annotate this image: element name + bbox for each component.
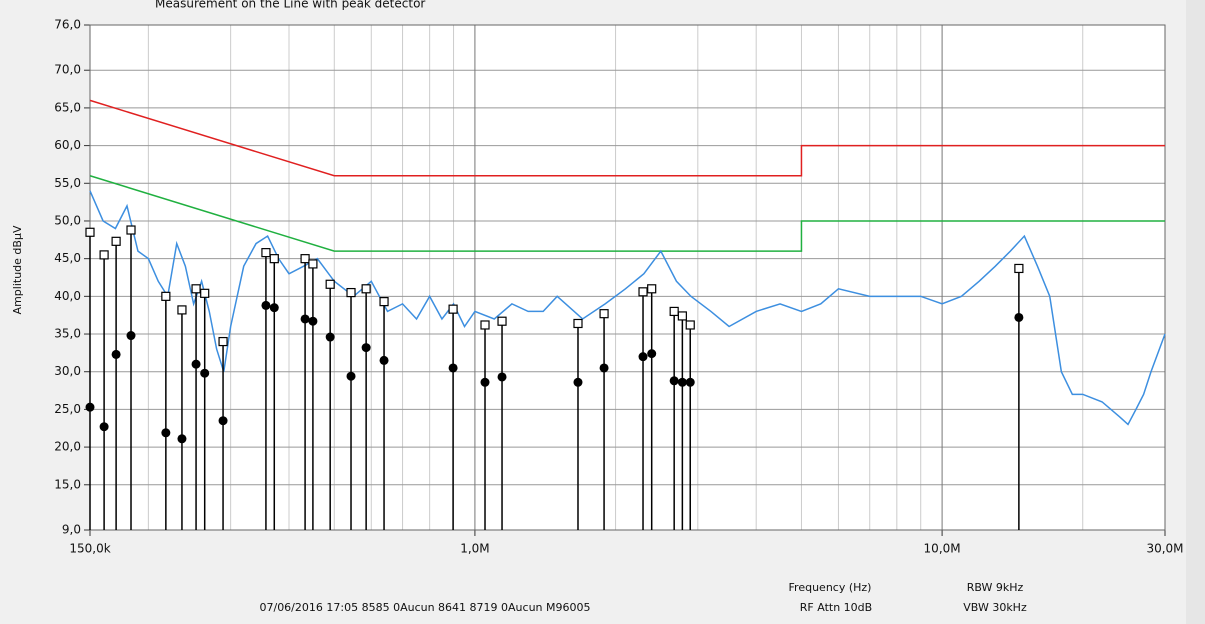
average-marker — [677, 377, 687, 387]
peak-marker — [325, 279, 335, 289]
y-axis-label: Amplitude dBµV — [11, 225, 24, 314]
footer-attn: RF Attn 10dB — [800, 601, 872, 614]
average-marker — [200, 368, 210, 378]
y-tick-label: 65,0 — [54, 100, 81, 114]
footer-rbw: RBW 9kHz — [967, 581, 1024, 594]
average-marker — [448, 363, 458, 373]
series-line — [89, 175, 1165, 252]
y-tick-label: 50,0 — [54, 213, 81, 227]
average-marker — [99, 422, 109, 432]
scrollbar — [1186, 0, 1205, 624]
average-marker — [261, 300, 271, 310]
peak-marker — [361, 284, 371, 294]
average-marker — [308, 316, 318, 326]
peak-marker — [126, 225, 136, 235]
y-tick-label: 60,0 — [54, 138, 81, 152]
average-marker — [191, 359, 201, 369]
x-tick-label: 10,0M — [924, 542, 961, 556]
footer-info: 07/06/2016 17:05 8585 0Aucun 8641 8719 0… — [259, 601, 590, 614]
average-marker — [573, 377, 583, 387]
x-tick-label: 150,0k — [69, 542, 110, 556]
average-marker — [161, 428, 171, 438]
series-line — [89, 99, 1165, 177]
y-tick-label: 20,0 — [54, 440, 81, 454]
average-marker — [325, 332, 335, 342]
peak-marker — [191, 284, 201, 294]
peak-marker — [346, 287, 356, 298]
average-marker — [638, 352, 648, 362]
average-marker — [480, 377, 490, 387]
y-tick-label: 55,0 — [54, 176, 81, 190]
chart-title: Measurement on the Line with peak detect… — [155, 0, 425, 11]
x-axis-label: Frequency (Hz) — [789, 581, 872, 594]
average-marker — [497, 372, 507, 382]
average-marker — [685, 377, 695, 387]
y-tick-label: 40,0 — [54, 289, 81, 303]
y-tick-label: 70,0 — [54, 63, 81, 77]
average-marker — [379, 355, 389, 365]
footer-vbw: VBW 30kHz — [963, 601, 1027, 614]
y-tick-label: 35,0 — [54, 327, 81, 341]
average-marker — [269, 303, 279, 313]
peak-marker — [99, 250, 109, 260]
average-marker — [177, 434, 187, 444]
peak-marker — [599, 309, 609, 319]
x-tick-label: 1,0M — [460, 542, 489, 556]
peak-marker — [200, 288, 210, 298]
peak-marker — [218, 336, 228, 347]
average-marker — [126, 331, 136, 341]
peak-marker — [480, 320, 490, 330]
peak-marker — [497, 316, 507, 326]
peak-marker — [308, 259, 318, 269]
peak-marker — [85, 227, 95, 237]
y-tick-label: 30,0 — [54, 364, 81, 378]
peak-marker — [261, 248, 271, 258]
peak-marker — [647, 284, 657, 294]
peak-marker — [677, 311, 687, 321]
average-marker — [647, 349, 657, 359]
peak-marker — [638, 287, 648, 297]
peak-marker — [1014, 263, 1024, 274]
peak-marker — [177, 305, 187, 315]
peak-marker — [161, 291, 171, 301]
peak-marker — [669, 306, 679, 317]
peak-marker — [448, 304, 458, 314]
average-marker — [346, 371, 356, 381]
y-tick-label: 25,0 — [54, 402, 81, 416]
peak-marker — [300, 254, 310, 264]
y-tick-label: 15,0 — [54, 477, 81, 491]
average-marker — [85, 402, 95, 412]
peak-marker — [111, 236, 121, 246]
average-marker — [669, 376, 679, 386]
y-tick-label: 76,0 — [54, 18, 81, 32]
peak-marker — [379, 297, 389, 307]
average-marker — [300, 314, 310, 324]
peak-marker — [573, 318, 583, 329]
y-tick-label: 45,0 — [54, 251, 81, 265]
average-marker — [1014, 312, 1024, 322]
plot-area — [90, 25, 1165, 530]
x-tick-label: 30,0M — [1146, 542, 1183, 556]
peak-marker — [269, 254, 279, 264]
series-line — [89, 190, 1166, 426]
average-marker — [111, 349, 121, 359]
peak-marker — [685, 320, 695, 330]
y-tick-label: 9,0 — [62, 523, 81, 537]
average-marker — [361, 343, 371, 353]
average-marker — [218, 416, 228, 426]
average-marker — [599, 363, 609, 373]
